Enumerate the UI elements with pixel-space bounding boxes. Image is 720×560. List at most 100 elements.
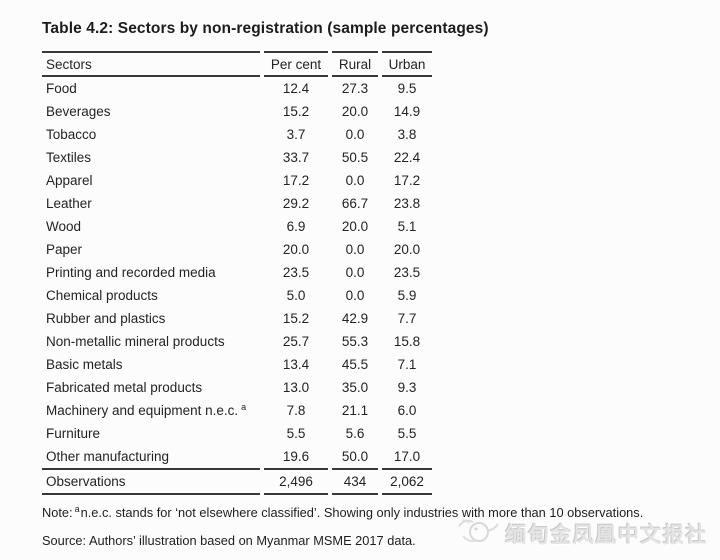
rural-cell: 0.0 — [345, 288, 365, 303]
rural-cell: 20.0 — [341, 219, 369, 234]
percent-cell: 15.2 — [282, 104, 310, 119]
table-body: Food 12.4 27.3 9.5 Beverages 15.2 20.0 1… — [42, 77, 432, 495]
urban-cell: 6.0 — [397, 403, 417, 418]
percent-cell: 5.5 — [286, 426, 306, 441]
header-row: Sectors Per cent Rural Urban — [42, 51, 432, 77]
table-note: Note: an.e.c. stands for ‘not elsewhere c… — [42, 503, 720, 520]
rural-cell: 0.0 — [345, 265, 365, 280]
column-header-sectors: Sectors — [42, 51, 260, 77]
sector-cell: Tobacco — [46, 127, 97, 142]
percent-cell: 13.4 — [282, 357, 310, 372]
table-row: Fabricated metal products 13.0 35.0 9.3 — [42, 376, 432, 399]
rural-cell: 5.6 — [345, 426, 365, 441]
watermark: 缅甸金凤凰中文报社 — [455, 516, 709, 552]
rural-cell: 45.5 — [341, 357, 369, 372]
table-row: Non-metallic mineral products 25.7 55.3 … — [42, 330, 432, 353]
urban-cell: 9.3 — [397, 380, 417, 395]
rural-cell: 35.0 — [341, 380, 369, 395]
sector-cell: Wood — [46, 219, 82, 234]
urban-cell: 3.8 — [397, 127, 417, 142]
rural-cell: 27.3 — [341, 81, 369, 96]
rural-cell: 50.5 — [341, 150, 369, 165]
rural-cell: 42.9 — [341, 311, 369, 326]
table-title: Table 4.2: Sectors by non-registration (… — [42, 20, 489, 37]
table-row: Leather 29.2 66.7 23.8 — [42, 192, 432, 215]
urban-cell: 17.0 — [382, 445, 432, 470]
urban-cell: 22.4 — [393, 150, 421, 165]
table-row: Rubber and plastics 15.2 42.9 7.7 — [42, 307, 432, 330]
sectors-table: Sectors Per cent Rural Urban Food 12.4 2… — [38, 51, 436, 495]
table-row: Beverages 15.2 20.0 14.9 — [42, 100, 432, 123]
percent-cell: 25.7 — [282, 334, 310, 349]
table-row: Wood 6.9 20.0 5.1 — [42, 215, 432, 238]
footnote-marker: a — [241, 401, 247, 412]
table-row: Chemical products 5.0 0.0 5.9 — [42, 284, 432, 307]
rural-cell: 66.7 — [341, 196, 369, 211]
sector-cell: Chemical products — [46, 288, 158, 303]
watermark-text: 缅甸金凤凰中文报社 — [505, 524, 708, 547]
percent-cell: 33.7 — [282, 150, 310, 165]
table-header: Sectors Per cent Rural Urban — [42, 51, 432, 77]
rural-cell: 50.0 — [332, 445, 378, 470]
sector-cell: Basic metals — [46, 357, 123, 372]
urban-cell: 7.1 — [397, 357, 417, 372]
sector-cell: Furniture — [46, 426, 101, 441]
percent-cell: 3.7 — [286, 127, 306, 142]
table-row: Textiles 33.7 50.5 22.4 — [42, 146, 432, 169]
sector-cell: Non-metallic mineral products — [46, 334, 225, 349]
table-row: Machinery and equipment n.e.c. a 7.8 21.1… — [42, 399, 432, 422]
percent-cell: 17.2 — [282, 173, 310, 188]
urban-cell: 5.1 — [397, 219, 417, 234]
percent-cell: 20.0 — [282, 242, 310, 257]
phoenix-logo-icon — [455, 516, 501, 552]
source-line: Source: Authors’ illustration based on M… — [42, 533, 416, 548]
sector-cell: Fabricated metal products — [46, 380, 203, 395]
rural-cell: 55.3 — [341, 334, 369, 349]
column-header-rural: Rural — [332, 51, 378, 77]
sector-cell: Printing and recorded media — [46, 265, 216, 280]
percent-cell: 2,496 — [264, 470, 328, 495]
sector-cell: Observations — [42, 470, 260, 495]
percent-cell: 13.0 — [282, 380, 310, 395]
urban-cell: 23.5 — [393, 265, 421, 280]
urban-cell: 17.2 — [393, 173, 421, 188]
sector-cell: Machinery and equipment n.e.c. a — [42, 399, 260, 422]
observations-row: Observations 2,496 434 2,062 — [42, 470, 432, 495]
sector-cell: Food — [46, 81, 77, 96]
table-row: Apparel 17.2 0.0 17.2 — [42, 169, 432, 192]
percent-cell: 7.8 — [286, 403, 306, 418]
table-row: Food 12.4 27.3 9.5 — [42, 77, 432, 100]
table-row: Paper 20.0 0.0 20.0 — [42, 238, 432, 261]
percent-cell: 23.5 — [282, 265, 310, 280]
urban-cell: 20.0 — [393, 242, 421, 257]
column-header-urban: Urban — [382, 51, 432, 77]
urban-cell: 23.8 — [393, 196, 421, 211]
rural-cell: 0.0 — [345, 242, 365, 257]
rural-cell: 434 — [332, 470, 378, 495]
urban-cell: 15.8 — [393, 334, 421, 349]
urban-cell: 5.9 — [397, 288, 417, 303]
urban-cell: 14.9 — [393, 104, 421, 119]
percent-cell: 5.0 — [286, 288, 306, 303]
table-row: Basic metals 13.4 45.5 7.1 — [42, 353, 432, 376]
urban-cell: 2,062 — [382, 470, 432, 495]
percent-cell: 19.6 — [264, 445, 328, 470]
sector-cell: Paper — [46, 242, 83, 257]
table-row: Tobacco 3.7 0.0 3.8 — [42, 123, 432, 146]
urban-cell: 9.5 — [397, 81, 417, 96]
sector-cell: Other manufacturing — [42, 445, 260, 470]
sector-cell: Leather — [46, 196, 92, 211]
note-label: Note: — [42, 505, 73, 520]
sector-cell: Textiles — [46, 150, 92, 165]
percent-cell: 12.4 — [282, 81, 310, 96]
sector-cell: Apparel — [46, 173, 93, 188]
sector-cell: Rubber and plastics — [46, 311, 166, 326]
sector-label: Machinery and equipment n.e.c. — [46, 403, 239, 418]
note-footnote-marker: a — [74, 503, 80, 514]
column-header-percent: Per cent — [264, 51, 328, 77]
table-row: Other manufacturing 19.6 50.0 17.0 — [42, 445, 432, 470]
percent-cell: 6.9 — [286, 219, 306, 234]
rural-cell: 0.0 — [345, 173, 365, 188]
rural-cell: 21.1 — [341, 403, 369, 418]
